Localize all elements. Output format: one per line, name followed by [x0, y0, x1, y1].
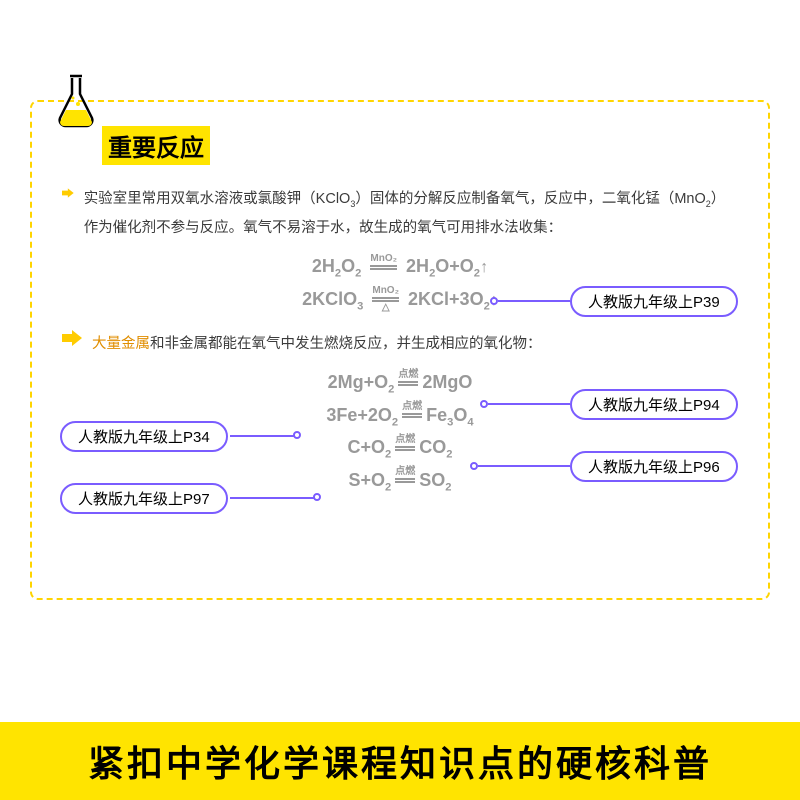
connector-line: [230, 435, 295, 437]
footer-banner: 紧扣中学化学课程知识点的硬核科普: [0, 722, 800, 800]
title-row: 重要反应: [102, 126, 738, 165]
paragraph-1: 实验室里常用双氧水溶液或氯酸钾（KClO3）固体的分解反应制备氧气，反应中，二氧…: [62, 185, 738, 243]
section-title: 重要反应: [102, 126, 210, 165]
ref-badge-p34: 人教版九年级上P34: [60, 421, 228, 452]
connector-line: [498, 300, 570, 302]
arrow-icon: [62, 185, 74, 201]
connector-line: [488, 403, 570, 405]
ref-badge-p97: 人教版九年级上P97: [60, 483, 228, 514]
connector-dot: [313, 493, 321, 501]
connector-dot: [470, 462, 478, 470]
connector-line: [478, 465, 570, 467]
ref-badge-p39: 人教版九年级上P39: [570, 286, 738, 317]
connector-dot: [480, 400, 488, 408]
paragraph-2: 大量金属和非金属都能在氧气中发生燃烧反应，并生成相应的氧化物：: [62, 330, 738, 359]
ref-badge-p96: 人教版九年级上P96: [570, 451, 738, 482]
content-card: 重要反应 实验室里常用双氧水溶液或氯酸钾（KClO3）固体的分解反应制备氧气，反…: [30, 100, 770, 600]
arrow-icon: [62, 330, 82, 346]
connector-dot: [490, 297, 498, 305]
body-text-1: 实验室里常用双氧水溶液或氯酸钾（KClO3）固体的分解反应制备氧气，反应中，二氧…: [84, 185, 738, 243]
equation-1: 2H2O2 MnO₂ 2H2O+O2↑: [62, 251, 738, 284]
connector-dot: [293, 431, 301, 439]
body-text-2: 大量金属和非金属都能在氧气中发生燃烧反应，并生成相应的氧化物：: [92, 330, 542, 359]
connector-line: [230, 497, 315, 499]
ref-badge-p94: 人教版九年级上P94: [570, 389, 738, 420]
footer-text: 紧扣中学化学课程知识点的硬核科普: [88, 735, 712, 787]
flask-icon: [56, 74, 96, 130]
